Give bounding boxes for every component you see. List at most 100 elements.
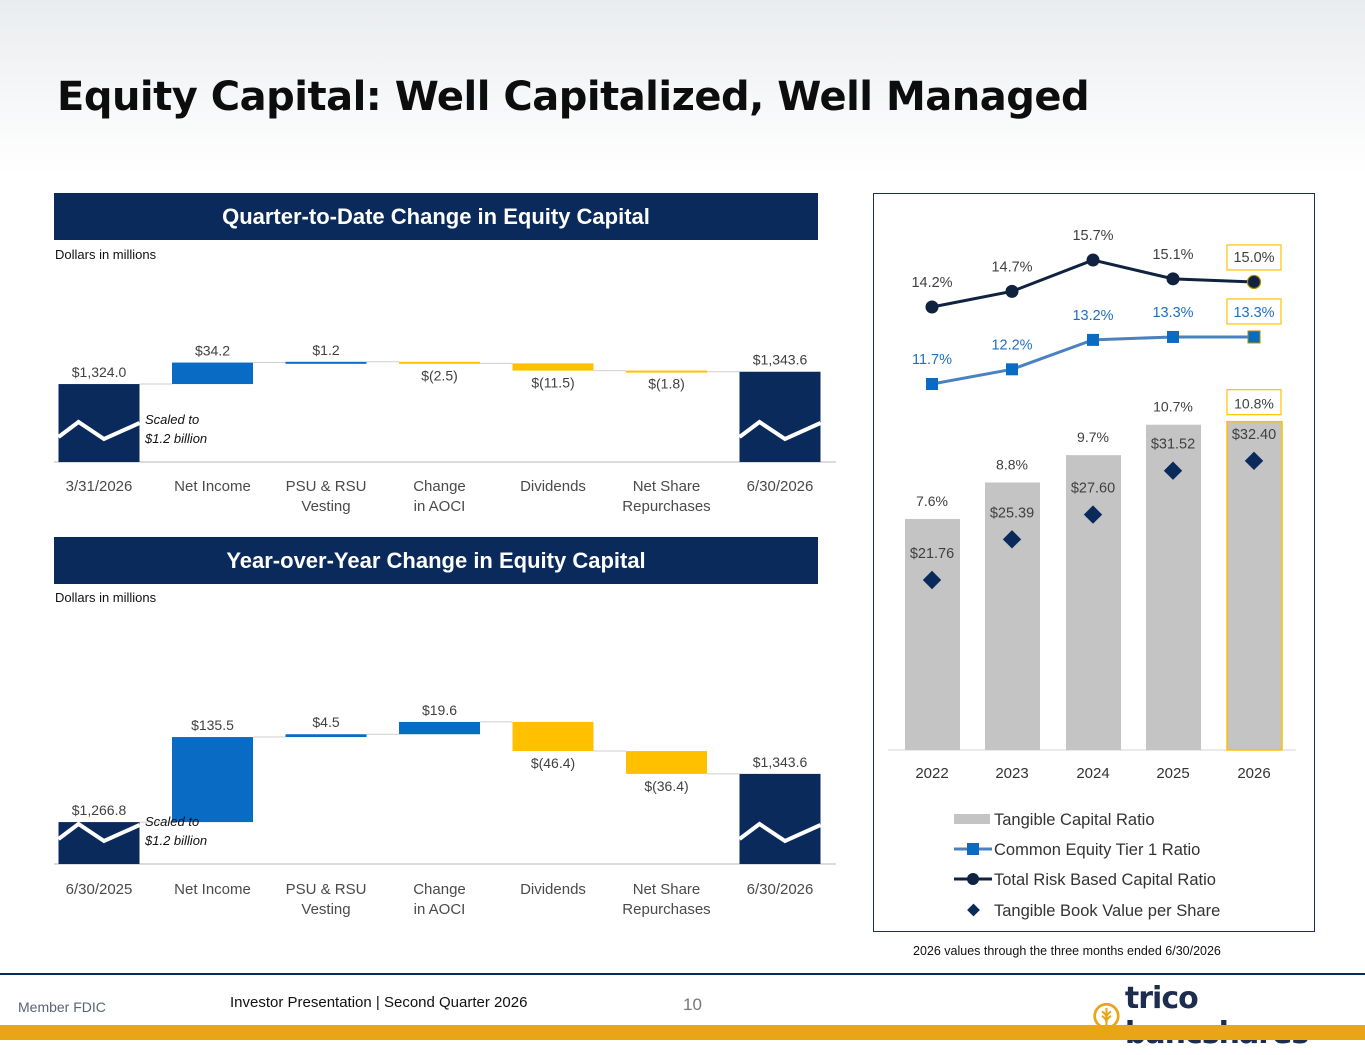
bar-value-label: $1,343.6 bbox=[753, 352, 808, 368]
tbv-value-label: $21.76 bbox=[910, 546, 954, 562]
waterfall-bar bbox=[58, 384, 140, 462]
page-number: 10 bbox=[683, 995, 702, 1014]
trbc-point bbox=[925, 300, 939, 314]
legend-label: Total Risk Based Capital Ratio bbox=[994, 871, 1216, 889]
waterfall-bar bbox=[512, 721, 594, 752]
cet1-point bbox=[1006, 363, 1018, 376]
category-label: 3/31/2026 bbox=[66, 478, 133, 495]
company-logo: trico bancshares bbox=[1092, 981, 1365, 1051]
axis-break-zigzag bbox=[738, 821, 822, 844]
category-label: in AOCI bbox=[414, 498, 466, 515]
qtd-unit-note: Dollars in millions bbox=[55, 247, 157, 262]
tangible-capital-bar bbox=[905, 518, 960, 750]
trbc-line bbox=[931, 258, 1255, 309]
bar-value-label: 9.7% bbox=[1077, 429, 1109, 445]
logo-text: trico bancshares bbox=[1124, 981, 1309, 1051]
bar-value-label: $(2.5) bbox=[421, 367, 458, 383]
category-label: 2026 bbox=[1237, 765, 1270, 782]
category-label: 2022 bbox=[915, 765, 948, 782]
bar-value-label: $(36.4) bbox=[644, 778, 688, 794]
capital-ratios-chart: 7.6% 2022 8.8% 2023 9.7% 2024 10.7% 2025 10.8% 20… bbox=[888, 228, 1296, 920]
category-label: Change bbox=[413, 478, 466, 495]
tbv-value-label: $25.39 bbox=[990, 505, 1034, 521]
trbc-value-label: 14.2% bbox=[911, 275, 952, 291]
cet1-value-label: 12.2% bbox=[991, 337, 1032, 353]
category-label: Dividends bbox=[520, 478, 586, 495]
axis-break-zigzag bbox=[57, 419, 141, 442]
scale-note-text: Scaled to bbox=[145, 814, 199, 829]
bar-value-label: 10.7% bbox=[1153, 399, 1193, 415]
legend-swatch-marker bbox=[967, 873, 979, 885]
trbc-point bbox=[1086, 253, 1100, 267]
legend-swatch-marker bbox=[967, 843, 979, 855]
yoy-chart-banner: Year-over-Year Change in Equity Capital bbox=[54, 537, 818, 584]
legend-label: Tangible Book Value per Share bbox=[994, 902, 1220, 920]
waterfall-bar bbox=[172, 737, 253, 823]
footer-rule bbox=[0, 973, 1365, 975]
highlight-box bbox=[1226, 244, 1282, 271]
category-label: 2024 bbox=[1076, 765, 1109, 782]
tbv-point bbox=[1163, 461, 1183, 480]
category-label: Net Income bbox=[174, 478, 251, 495]
tbv-value-label: $31.52 bbox=[1151, 437, 1195, 453]
waterfall-bar bbox=[739, 371, 821, 462]
legend-swatch-diamond bbox=[967, 903, 980, 917]
category-label: Net Income bbox=[174, 881, 251, 898]
bar-value-label: $4.5 bbox=[312, 714, 339, 730]
trbc-point bbox=[1166, 272, 1180, 286]
bar-value-label: $(1.8) bbox=[648, 376, 685, 392]
tbv-point bbox=[1002, 530, 1022, 549]
cet1-value-label: 13.3% bbox=[1152, 305, 1193, 321]
axis-break-zigzag bbox=[738, 419, 822, 442]
footer-gold-bar bbox=[0, 1025, 1365, 1040]
tbv-point bbox=[922, 570, 942, 590]
yoy-waterfall-chart: $1,266.8 6/30/2025 $135.5 Net Income $4.5 PSU… bbox=[54, 702, 836, 918]
cet1-value-label: 13.3% bbox=[1233, 305, 1274, 321]
page-title: Equity Capital: Well Capitalized, Well M… bbox=[57, 74, 1090, 120]
legend-swatch-bar bbox=[954, 814, 990, 824]
category-label: Net Share bbox=[633, 478, 701, 495]
waterfall-bar bbox=[399, 361, 480, 364]
highlight-box bbox=[1226, 389, 1282, 416]
category-label: Vesting bbox=[301, 498, 350, 515]
trbc-point bbox=[1246, 274, 1262, 290]
qtd-waterfall-chart: $1,324.0 3/31/2026 $34.2 Net Income $1.2 PSU … bbox=[54, 342, 836, 515]
capital-ratios-panel: 7.6% 2022 8.8% 2023 9.7% 2024 10.7% 2025 10.8% 20… bbox=[873, 193, 1315, 932]
header-background bbox=[0, 0, 1365, 175]
waterfall-bar bbox=[399, 721, 480, 735]
bar-value-label: $1,343.6 bbox=[753, 754, 808, 770]
bar-value-label: 10.8% bbox=[1234, 396, 1274, 412]
trbc-value-label: 15.7% bbox=[1072, 228, 1113, 244]
category-label: PSU & RSU bbox=[286, 478, 367, 495]
legend-label: Common Equity Tier 1 Ratio bbox=[994, 841, 1200, 859]
scale-note-text: $1.2 billion bbox=[144, 431, 207, 446]
panel-footnote: 2026 values through the three months end… bbox=[913, 944, 1221, 958]
axis-break-zigzag bbox=[57, 821, 141, 844]
category-label: Dividends bbox=[520, 881, 586, 898]
trbc-point bbox=[1005, 284, 1019, 298]
trbc-value-label: 15.0% bbox=[1233, 250, 1274, 266]
cet1-point bbox=[1087, 333, 1099, 346]
tangible-capital-bar bbox=[1066, 455, 1121, 750]
cet1-point bbox=[1247, 330, 1261, 344]
bar-value-label: 8.8% bbox=[996, 456, 1028, 472]
bar-value-label: $(46.4) bbox=[531, 755, 575, 771]
waterfall-bar bbox=[285, 734, 367, 738]
category-label: Repurchases bbox=[622, 901, 710, 918]
tbv-value-label: $32.40 bbox=[1232, 427, 1276, 443]
bar-value-label: $(11.5) bbox=[531, 375, 574, 391]
category-label: Change bbox=[413, 881, 466, 898]
cet1-point bbox=[1167, 330, 1179, 343]
category-label: Net Share bbox=[633, 881, 701, 898]
waterfall-bar bbox=[285, 361, 367, 364]
waterfall-bar bbox=[512, 363, 594, 371]
bar-value-label: $1,266.8 bbox=[72, 802, 127, 818]
member-fdic-label: Member FDIC bbox=[18, 999, 106, 1015]
tbv-value-label: $27.60 bbox=[1071, 481, 1115, 497]
category-label: 2025 bbox=[1156, 765, 1189, 782]
legend-label: Tangible Capital Ratio bbox=[994, 811, 1155, 829]
waterfall-bar bbox=[739, 773, 821, 864]
scale-note-text: Scaled to bbox=[145, 412, 199, 427]
tangible-capital-bar bbox=[985, 482, 1040, 750]
bar-value-label: $1,324.0 bbox=[72, 364, 127, 380]
